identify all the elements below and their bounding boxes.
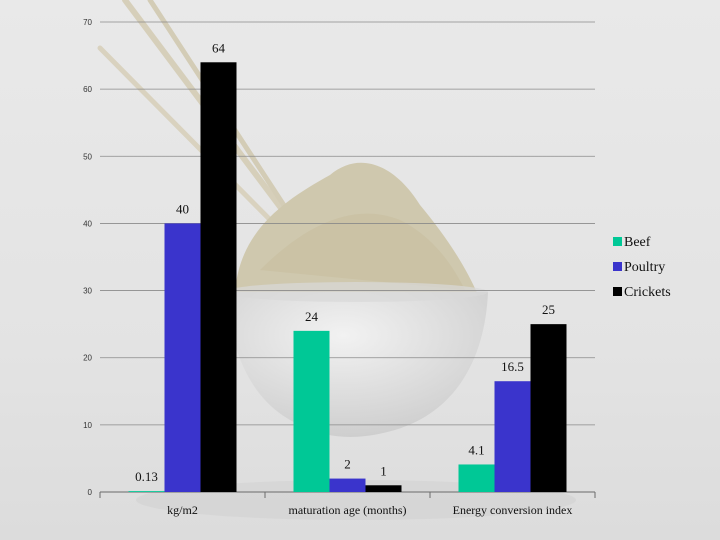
legend-label-poultry: Poultry bbox=[624, 260, 665, 275]
bar-poultry-1 bbox=[329, 478, 366, 492]
category-label: maturation age (months) bbox=[289, 503, 407, 517]
y-tick-label: 0 bbox=[88, 488, 93, 497]
data-label-poultry-2: 16.5 bbox=[501, 359, 524, 374]
bar-crickets-2 bbox=[530, 324, 567, 492]
chopstick-1 bbox=[97, 45, 303, 253]
x-axis: kg/m2 maturation age (months) Energy conve… bbox=[99, 492, 596, 517]
bar-crickets-1 bbox=[365, 485, 402, 492]
category-label: kg/m2 bbox=[167, 503, 198, 517]
legend-swatch-crickets bbox=[613, 287, 622, 296]
y-tick-label: 40 bbox=[83, 219, 92, 228]
legend-swatch-beef bbox=[613, 237, 622, 246]
y-tick-label: 60 bbox=[83, 85, 92, 94]
legend: Beef Poultry Crickets bbox=[613, 235, 671, 300]
legend-swatch-poultry bbox=[613, 262, 622, 271]
bar-crickets-0 bbox=[200, 62, 237, 493]
legend-label-beef: Beef bbox=[624, 235, 651, 250]
y-tick-label: 10 bbox=[83, 421, 92, 430]
data-label-poultry-1: 2 bbox=[344, 457, 351, 472]
legend-label-crickets: Crickets bbox=[624, 285, 671, 300]
data-labels: 0.13 40 64 24 2 1 4.1 16.5 25 bbox=[135, 40, 555, 484]
y-tick-label: 50 bbox=[83, 152, 92, 161]
bars bbox=[128, 62, 567, 493]
y-tick-label: 30 bbox=[83, 287, 92, 296]
data-label-beef-0: 0.13 bbox=[135, 469, 158, 484]
data-label-beef-2: 4.1 bbox=[468, 442, 484, 457]
data-label-poultry-0: 40 bbox=[176, 201, 189, 216]
y-axis-ticks: 0 10 20 30 40 50 60 70 bbox=[83, 18, 92, 497]
bar-poultry-2 bbox=[494, 381, 531, 492]
y-tick-label: 70 bbox=[83, 18, 92, 27]
bar-beef-0 bbox=[128, 491, 165, 492]
bar-beef-1 bbox=[293, 330, 330, 492]
data-label-crickets-0: 64 bbox=[212, 40, 226, 55]
category-label: Energy conversion index bbox=[453, 503, 573, 517]
data-label-crickets-2: 25 bbox=[542, 302, 555, 317]
bar-beef-2 bbox=[458, 464, 495, 492]
data-label-crickets-1: 1 bbox=[380, 463, 387, 478]
bowl bbox=[225, 292, 488, 437]
bar-poultry-0 bbox=[164, 223, 201, 492]
data-label-beef-1: 24 bbox=[305, 309, 319, 324]
y-tick-label: 20 bbox=[83, 354, 92, 363]
